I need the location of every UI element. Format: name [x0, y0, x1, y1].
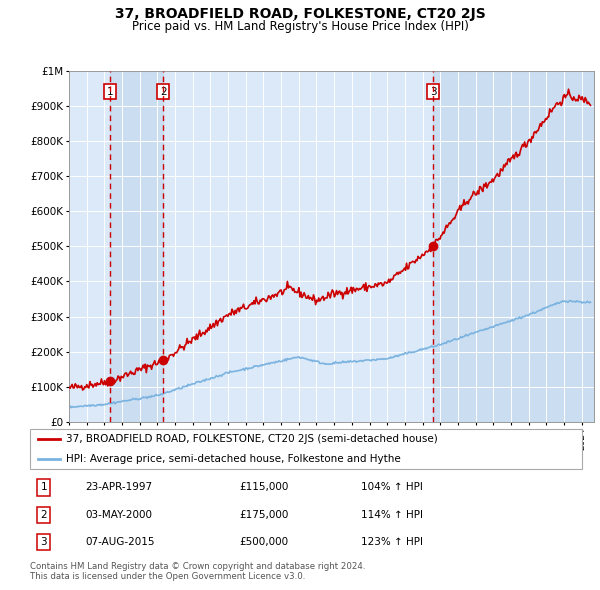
- FancyBboxPatch shape: [30, 429, 582, 469]
- Text: 03-MAY-2000: 03-MAY-2000: [85, 510, 152, 520]
- Text: 37, BROADFIELD ROAD, FOLKESTONE, CT20 2JS: 37, BROADFIELD ROAD, FOLKESTONE, CT20 2J…: [115, 7, 485, 21]
- Text: 104% ↑ HPI: 104% ↑ HPI: [361, 483, 423, 493]
- Text: 114% ↑ HPI: 114% ↑ HPI: [361, 510, 423, 520]
- Text: Contains HM Land Registry data © Crown copyright and database right 2024.: Contains HM Land Registry data © Crown c…: [30, 562, 365, 571]
- Text: 1: 1: [107, 87, 113, 97]
- Text: £115,000: £115,000: [240, 483, 289, 493]
- Text: 1: 1: [40, 483, 47, 493]
- Text: 07-AUG-2015: 07-AUG-2015: [85, 537, 155, 547]
- Text: £500,000: £500,000: [240, 537, 289, 547]
- Text: Price paid vs. HM Land Registry's House Price Index (HPI): Price paid vs. HM Land Registry's House …: [131, 20, 469, 33]
- Text: 37, BROADFIELD ROAD, FOLKESTONE, CT20 2JS (semi-detached house): 37, BROADFIELD ROAD, FOLKESTONE, CT20 2J…: [66, 434, 437, 444]
- Text: £175,000: £175,000: [240, 510, 289, 520]
- Text: HPI: Average price, semi-detached house, Folkestone and Hythe: HPI: Average price, semi-detached house,…: [66, 454, 401, 464]
- Text: This data is licensed under the Open Government Licence v3.0.: This data is licensed under the Open Gov…: [30, 572, 305, 581]
- Text: 3: 3: [430, 87, 436, 97]
- Bar: [110, 71, 163, 422]
- Text: 3: 3: [40, 537, 47, 547]
- Text: 2: 2: [160, 87, 167, 97]
- Text: 123% ↑ HPI: 123% ↑ HPI: [361, 537, 423, 547]
- Text: 2: 2: [40, 510, 47, 520]
- Text: 23-APR-1997: 23-APR-1997: [85, 483, 152, 493]
- Bar: [433, 71, 594, 422]
